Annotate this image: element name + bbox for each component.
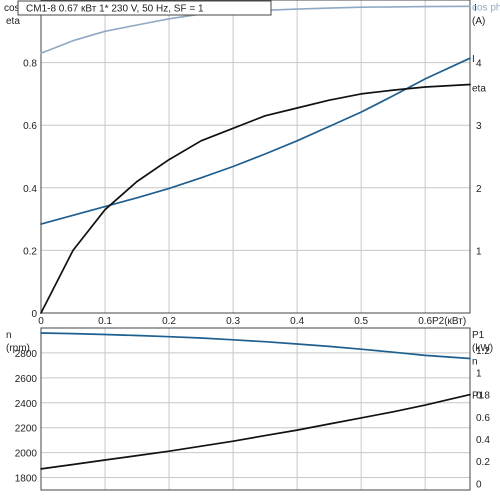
series-label-p1: P1 — [472, 391, 485, 402]
x-tick-label: 0.4 — [290, 316, 304, 327]
right-tick-label: 1 — [476, 246, 482, 257]
lower-plot-frame — [40, 327, 471, 491]
right-tick-label: 0 — [476, 479, 482, 490]
right-axis-title: (A) — [472, 16, 485, 27]
upper-plot-frame — [40, 0, 471, 314]
right-tick-label: 0.2 — [476, 457, 490, 468]
right-tick-label: 0.4 — [476, 435, 490, 446]
series-label-i: I — [472, 54, 475, 65]
left-tick-label: 0.8 — [23, 59, 37, 70]
left-tick-label: 2200 — [15, 424, 38, 435]
left-tick-label: 1800 — [15, 474, 38, 485]
right-tick-label: 0.6 — [476, 413, 490, 424]
left-tick-label: 0 — [31, 309, 37, 320]
x-tick-label: 0.3 — [226, 316, 240, 327]
right-tick-label: 4 — [476, 59, 482, 70]
right-tick-label: 1.2 — [476, 346, 490, 357]
right-axis-title-top: I — [474, 3, 477, 14]
series-label-cos-phi: cos phi — [472, 2, 500, 13]
plot-frames — [40, 0, 471, 491]
right-tick-label: 2 — [476, 184, 482, 195]
series-line-eta — [40, 83, 471, 314]
series-label-n: n — [472, 357, 478, 368]
left-axis-title: (rpm) — [6, 343, 30, 354]
left-tick-label: 2400 — [15, 399, 38, 410]
right-tick-label: 1 — [476, 368, 482, 379]
grid-lines — [41, 0, 470, 490]
series-line-n — [40, 332, 471, 360]
series-label-eta: eta — [472, 84, 486, 95]
left-axis-title-top: n — [6, 330, 12, 341]
left-tick-label: 2800 — [15, 349, 38, 360]
x-tick-label: 0.2 — [162, 316, 176, 327]
title-box — [17, 0, 272, 16]
x-tick-label: 0 — [38, 316, 44, 327]
series-line-p1 — [40, 393, 471, 470]
right-tick-label: 0.8 — [476, 391, 490, 402]
chart-title: CM1-8 0.67 кВт 1* 230 V, 50 Hz, SF = 1 — [26, 4, 204, 15]
left-tick-label: 0.6 — [23, 121, 37, 132]
x-tick-label: 0.1 — [98, 316, 112, 327]
left-axis-title: eta — [6, 16, 20, 27]
left-tick-label: 0.2 — [23, 246, 37, 257]
x-axis-label: P2(кВт) — [432, 316, 466, 327]
right-tick-label: 3 — [476, 121, 482, 132]
right-axis-title-top: P1 — [472, 330, 485, 341]
left-tick-label: 2600 — [15, 374, 38, 385]
left-tick-label: 2000 — [15, 449, 38, 460]
x-tick-label: 0.5 — [354, 316, 368, 327]
left-tick-label: 0.4 — [23, 184, 37, 195]
x-tick-label: 0.6 — [418, 316, 432, 327]
right-axis-title: (kW) — [472, 343, 493, 354]
